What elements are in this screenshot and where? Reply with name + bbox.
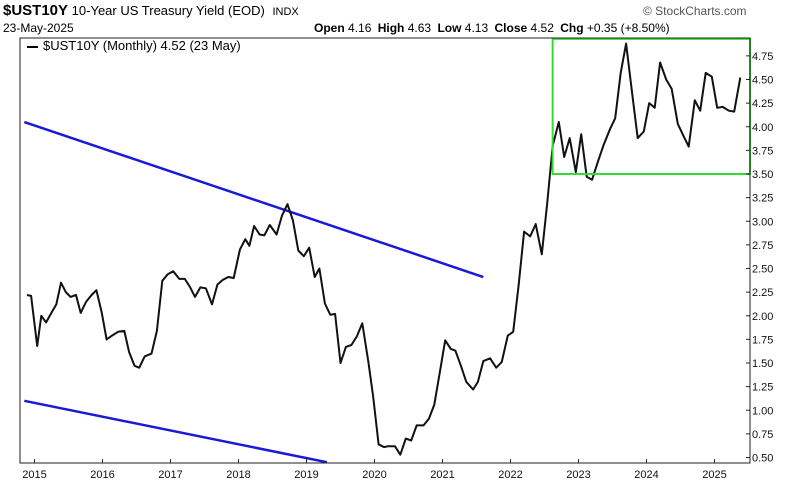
trend-line-1 <box>23 120 484 279</box>
legend-label: $UST10Y (Monthly) 4.52 (23 May) <box>43 38 241 53</box>
open-label: Open <box>314 21 345 35</box>
x-tick-label: 2015 <box>22 469 46 481</box>
x-tick-label: 2025 <box>702 469 726 481</box>
series-legend: $UST10Y (Monthly) 4.52 (23 May) <box>27 38 241 53</box>
x-tick-label: 2016 <box>90 469 114 481</box>
legend-swatch <box>27 45 38 48</box>
chart-title: $UST10Y 10-Year US Treasury Yield (EOD) … <box>3 2 299 19</box>
y-tick-label: 1.25 <box>752 382 773 394</box>
high-value: 4.63 <box>407 21 432 35</box>
y-tick-label: 3.50 <box>752 169 773 181</box>
y-tick-label: 4.75 <box>752 51 773 63</box>
series-line-1 <box>26 42 742 456</box>
y-tick-label: 4.00 <box>752 122 773 134</box>
high-label: High <box>377 21 405 35</box>
y-tick-label: 2.25 <box>752 287 773 299</box>
y-tick-label: 1.50 <box>752 358 773 370</box>
y-tick-label: 3.00 <box>752 216 773 228</box>
low-label: Low <box>437 21 462 35</box>
chg-value: +0.35 (+8.50%) <box>586 21 670 35</box>
y-tick-label: 4.50 <box>752 75 773 87</box>
y-tick-label: 0.50 <box>752 453 773 465</box>
x-tick-label: 2023 <box>566 469 590 481</box>
y-tick-label: 1.75 <box>752 334 773 346</box>
y-tick-label: 2.00 <box>752 311 773 323</box>
chart-date: 23-May-2025 <box>3 21 74 35</box>
x-tick-label: 2018 <box>226 469 250 481</box>
y-tick-label: 0.75 <box>752 429 773 441</box>
y-tick-label: 2.75 <box>752 240 773 252</box>
x-tick-label: 2017 <box>158 469 182 481</box>
x-tick-label: 2019 <box>294 469 318 481</box>
y-tick-label: 4.25 <box>752 98 773 110</box>
low-value: 4.13 <box>464 21 489 35</box>
ticker-symbol: $UST10Y <box>3 2 69 19</box>
x-tick-label: 2021 <box>430 469 454 481</box>
close-value: 4.52 <box>530 21 554 35</box>
close-label: Close <box>494 21 528 35</box>
y-tick-label: 2.50 <box>752 264 773 276</box>
trend-line-2 <box>24 399 328 463</box>
y-tick-label: 3.75 <box>752 145 773 157</box>
x-tick-label: 2022 <box>498 469 522 481</box>
chg-label: Chg <box>560 21 584 35</box>
ticker-description: 10-Year US Treasury Yield (EOD) <box>71 3 265 18</box>
ohlc-summary: Open 4.16 High 4.63 Low 4.13 Close 4.52 … <box>314 21 673 35</box>
plot-frame <box>19 37 751 464</box>
y-tick-label: 3.25 <box>752 193 773 205</box>
exchange-label: INDX <box>272 6 299 18</box>
open-value: 4.16 <box>348 21 372 35</box>
y-tick-label: 1.00 <box>752 405 773 417</box>
x-tick-label: 2024 <box>634 469 658 481</box>
brand-watermark: © StockCharts.com <box>643 4 747 18</box>
x-tick-label: 2020 <box>362 469 386 481</box>
